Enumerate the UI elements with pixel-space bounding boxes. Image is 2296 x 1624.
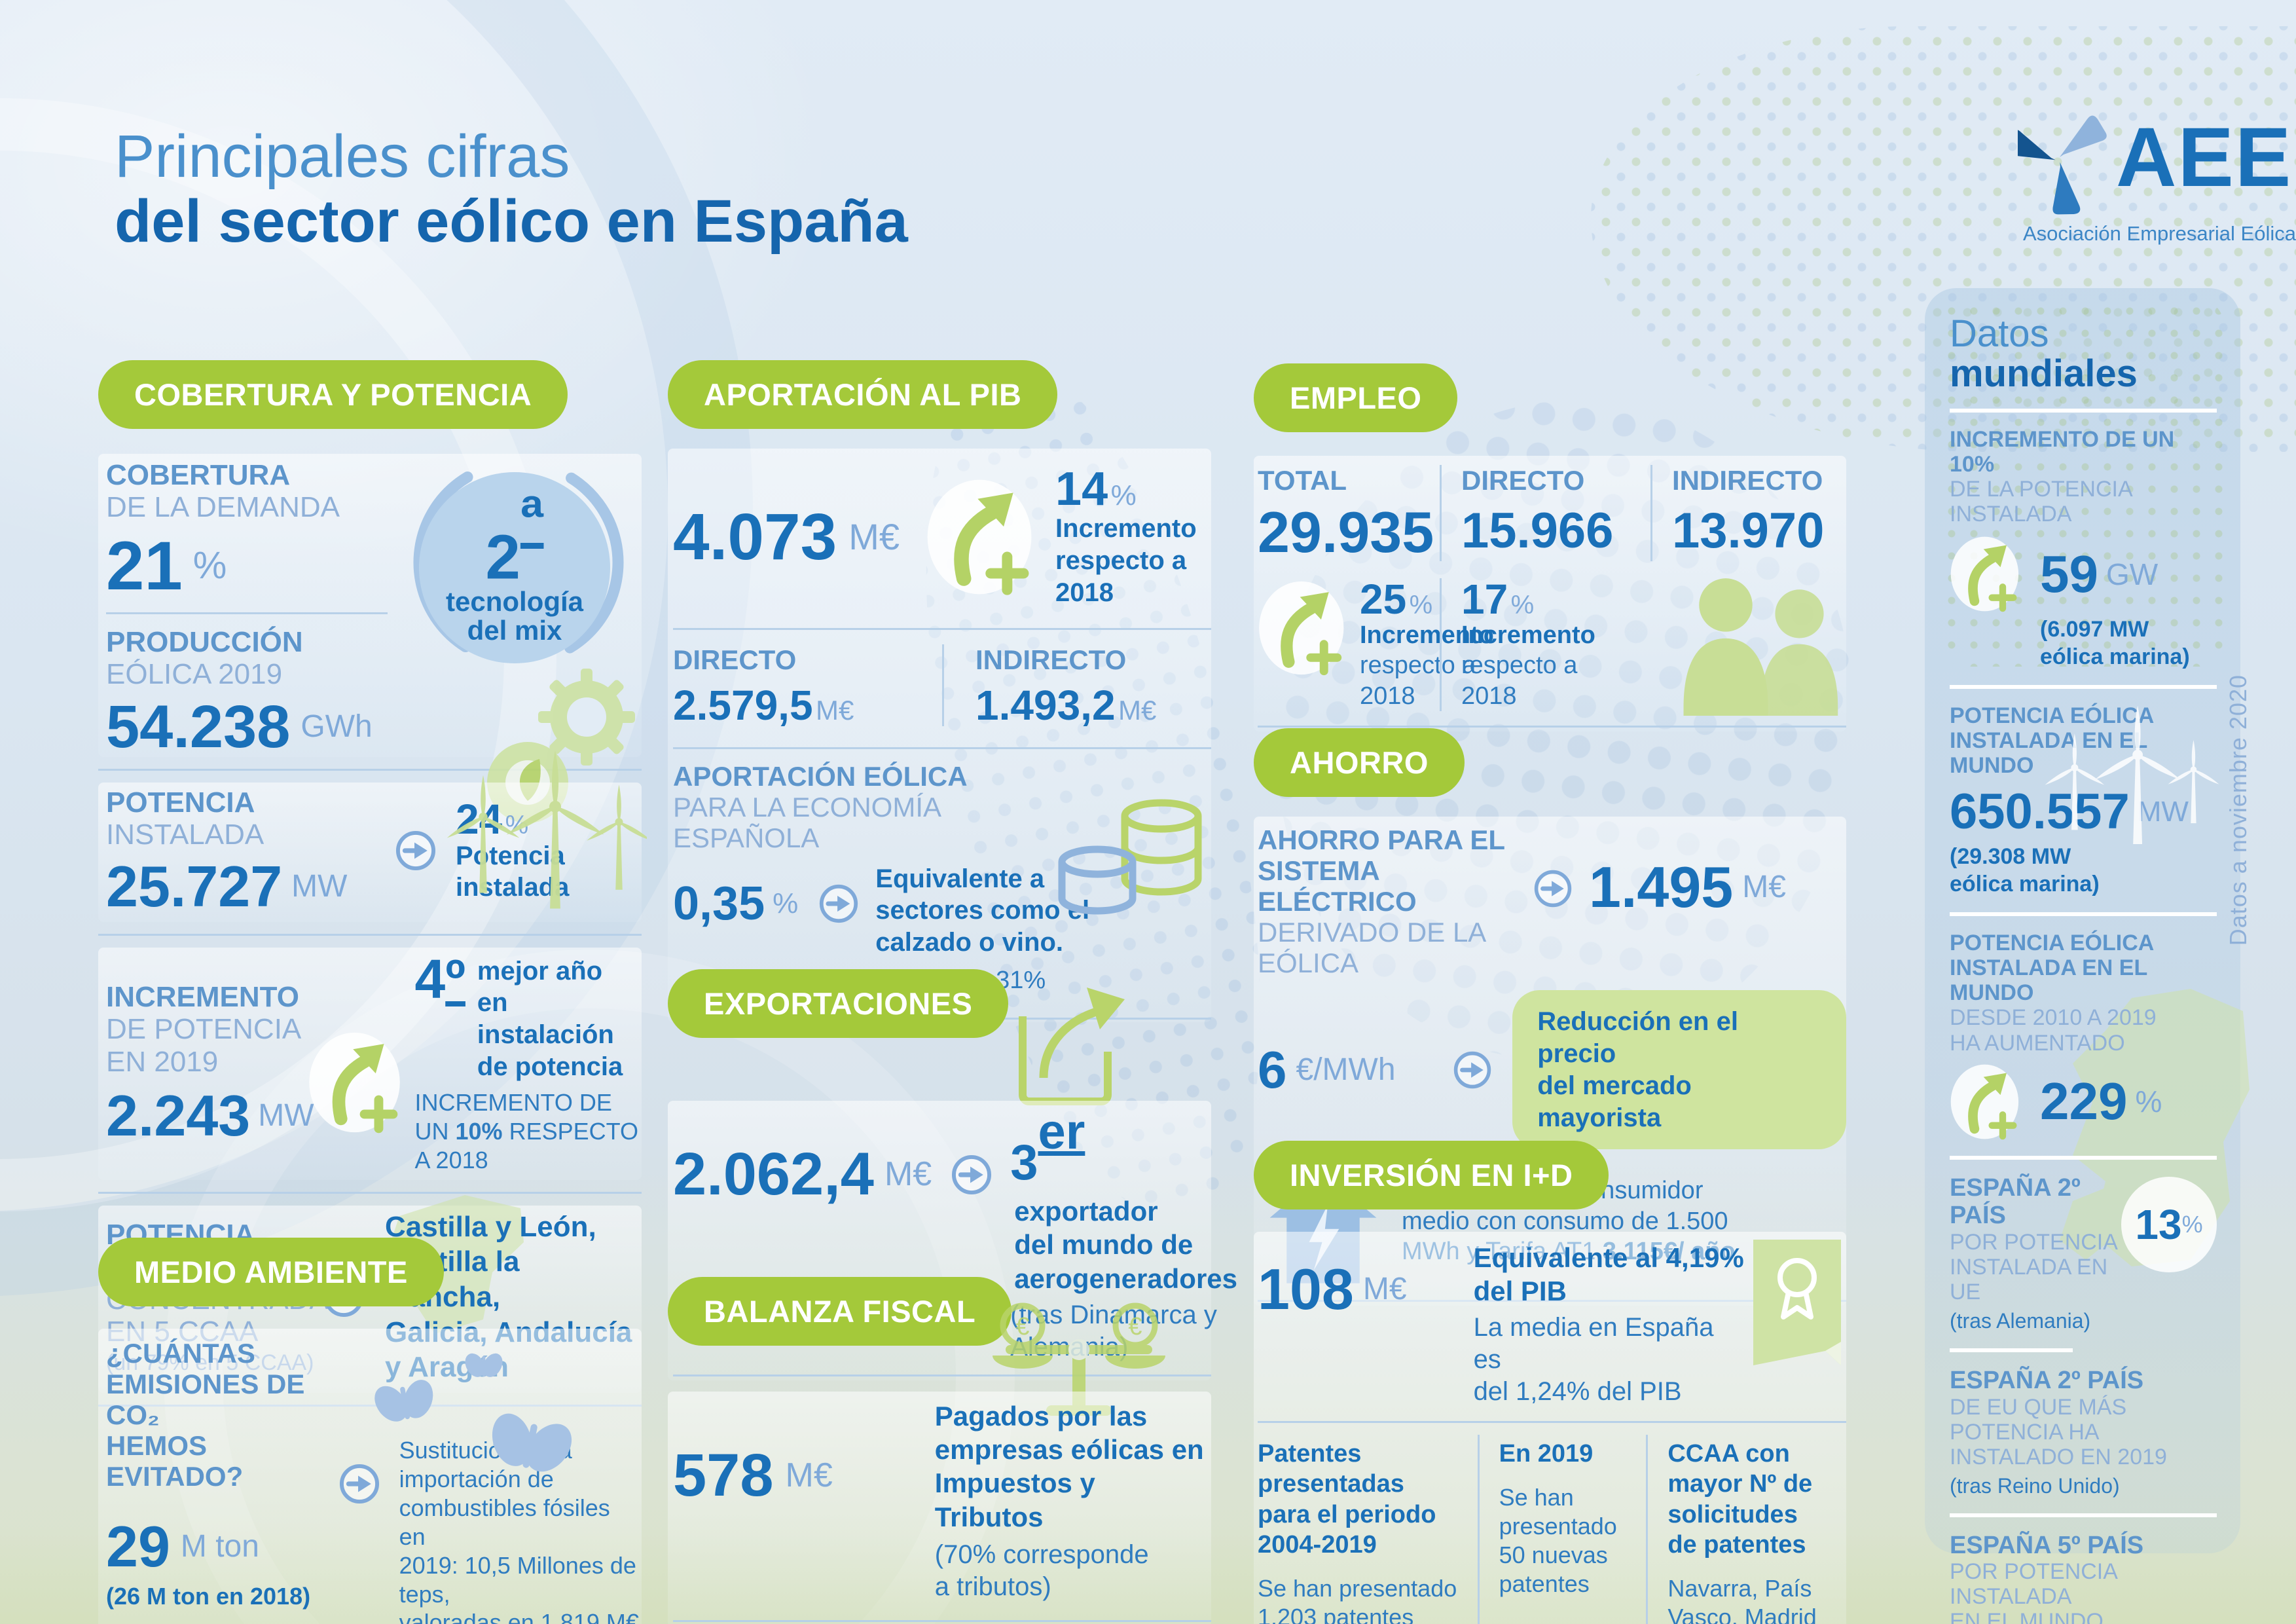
svg-text:€: € (1015, 1313, 1029, 1340)
growth-arrow-icon (1950, 1062, 2023, 1141)
stat-co2-avoided: 29 M ton (106, 1514, 259, 1579)
section-header-medio-ambiente: MEDIO AMBIENTE (98, 1238, 444, 1306)
mayorista-highlight: Reducción en el precio del mercado mayor… (1512, 990, 1846, 1150)
section-header-pib: APORTACIÓN AL PIB (668, 360, 1058, 429)
rank-note: INCREMENTO DE UN 10% RESPECTO A 2018 (414, 1088, 638, 1173)
mundo-s2-label: POTENCIA EÓLICA INSTALADA EN EL MUNDO (1950, 703, 2155, 779)
export-box-icon (1019, 987, 1125, 1105)
patents-period-block: Patentes presentadas para el periodo 200… (1258, 1439, 1457, 1624)
growth-arrow-icon (308, 1029, 406, 1135)
cobertura-demanda-label: COBERTURA (106, 459, 291, 491)
ahorro-sistema-label: AHORRO PARA EL SISTEMA ELÉCTRICO (1258, 824, 1505, 917)
stat-empleo-directo: DIRECTO 15.966 (1440, 465, 1650, 562)
fossil-substitution-text: Sustitución de la importación de combust… (399, 1437, 639, 1624)
stat-mundo-aumento: 229 % (2040, 1072, 2162, 1131)
section-cobertura-y-potencia: COBERTURA Y POTENCIA 2ª tecnología del m… (98, 360, 647, 1418)
stat-incremento-potencia: 2.243 MW (106, 1082, 314, 1148)
aee-logo-subtitle: Asociación Empresarial Eólica (2023, 222, 2296, 245)
people-icon (1650, 578, 1846, 716)
section-header-inversion: INVERSIÓN EN I+D (1254, 1141, 1609, 1209)
stat-cobertura-demanda: 21 % (106, 527, 227, 604)
page-title-line1: Principales cifras (115, 123, 570, 190)
stat-empleo-directo-pct: 17 % Incremento respecto a 2018 (1440, 578, 1650, 712)
arrow-circle-icon (394, 829, 437, 872)
aee-pinwheel-icon (2018, 115, 2107, 215)
stat-empleo-total-pct: 25 % (1360, 576, 1433, 623)
section-header-empleo: EMPLEO (1254, 363, 1458, 432)
stat-pib-pct: 14 % (1055, 463, 1137, 515)
stat-mundo-incremento: 59 GW (2040, 544, 2159, 603)
aee-logo-text: AEE (2116, 110, 2293, 204)
section-empleo: EMPLEO TOTAL 29.935 DIRECTO 15.966 INDIR… (1254, 363, 1846, 732)
mundo-title-line1: Datos (1950, 312, 2049, 355)
arrow-circle-icon (338, 1462, 381, 1505)
section-header-cobertura: COBERTURA Y POTENCIA (98, 360, 568, 429)
section-header-balanza: BALANZA FISCAL (668, 1277, 1012, 1346)
stat-produccion-eolica: 54.238 GWh (106, 693, 373, 761)
co2-question: ¿CUÁNTAS EMISIONES DE CO₂ HEMOS EVITADO? (106, 1338, 305, 1492)
mundo-s1-label: INCREMENTO DE UN 10% (1950, 426, 2175, 477)
stat-ahorro-sistema: 1.495 M€ (1589, 854, 1786, 919)
stat-mundo-potencia: 650.557 MW (1950, 784, 2189, 840)
mundo-s5-label: ESPAÑA 2º PAÍS (1950, 1366, 2144, 1394)
svg-text:€: € (1128, 1313, 1142, 1340)
patents-2019-block: En 2019 Se han presentado 50 nuevas pate… (1477, 1434, 1647, 1624)
mix-rank: 2 (485, 522, 520, 593)
mundo-s4-label: ESPAÑA 2º PAÍS (1950, 1173, 2081, 1230)
stat-pib-total: 4.073 M€ (673, 500, 900, 574)
stat-potencia-pct: 24 % (456, 795, 529, 843)
arrow-circle-icon (1533, 868, 1573, 909)
stat-pib-indirecto: INDIRECTO 1.493,2 M€ (942, 644, 1211, 727)
mundo-s6-label: ESPAÑA 5º PAÍS (1950, 1531, 2144, 1559)
stat-empleo-total: TOTAL 29.935 (1258, 465, 1434, 565)
arrow-circle-icon (1452, 1050, 1493, 1090)
stat-balanza: 578 M€ (673, 1442, 833, 1509)
section-aportacion-al-pib: APORTACIÓN AL PIB 4.073 M€ 14 % Incremen… (668, 360, 1211, 1023)
stat-pib-directo: DIRECTO 2.579,5 M€ (673, 644, 854, 729)
stat-ahorro-mwh: 6 €/MWh (1258, 1040, 1396, 1099)
economia-label: APORTACIÓN EÓLICA (673, 761, 968, 792)
section-ahorro: AHORRO AHORRO PARA EL SISTEMA ELÉCTRICO … (1254, 728, 1846, 1306)
page-title: Principales cifras del sector eólico en … (115, 124, 908, 255)
potencia-instalada-label: POTENCIA (106, 786, 255, 819)
section-header-exportaciones: EXPORTACIONES (668, 969, 1009, 1038)
produccion-label: PRODUCCIÓN (106, 625, 303, 658)
award-certificate-icon (1753, 1240, 1841, 1365)
incremento-potencia-label: INCREMENTO (106, 981, 299, 1014)
section-medio-ambiente: MEDIO AMBIENTE ¿CUÁNTAS EMISIONES DE CO₂… (98, 1238, 642, 1624)
side-note-date: Datos a noviembre 2020 (2225, 674, 2251, 946)
mix-label: tecnología del mix (445, 585, 584, 646)
mundo-title-line2: mundiales (1950, 352, 2138, 395)
growth-arrow-icon (1950, 534, 2023, 614)
panel-datos-mundiales: Datos mundiales INCREMENTO DE UN 10% DE … (1925, 288, 2250, 1624)
section-balanza-fiscal: € € BALANZA FISCAL 578 M€ Pagados por la… (668, 1277, 1211, 1624)
stat-empleo-indirecto: INDIRECTO 13.970 (1650, 465, 1846, 562)
stat-potencia-instalada: 25.727 MW (106, 853, 348, 919)
mix-technology-badge: 2ª tecnología del mix (419, 472, 610, 663)
arrow-circle-icon (818, 883, 860, 925)
stat-economia-pct: 0,35 % (673, 877, 799, 930)
rank-best-year: 4 (414, 948, 446, 1010)
arrow-circle-icon (950, 1153, 993, 1196)
stat-inversion: 108 M€ (1258, 1257, 1407, 1321)
section-header-ahorro: AHORRO (1254, 728, 1465, 797)
mundo-s3-label: POTENCIA EÓLICA INSTALADA EN EL MUNDO (1950, 931, 2155, 1006)
page-title-line2: del sector eólico en España (115, 188, 908, 255)
growth-arrow-icon (1258, 578, 1349, 678)
growth-arrow-icon (926, 476, 1038, 598)
stat-espana-ue-pct: 13 % (2121, 1176, 2217, 1272)
section-inversion-id: INVERSIÓN EN I+D 108 M€ Equivalente al 4… (1254, 1141, 1846, 1624)
aee-logo: AEE Asociación Empresarial Eólica (2018, 97, 2296, 246)
export-rank: 3 (1010, 1135, 1038, 1191)
patents-ccaa-block: CCAA con mayor Nº de solicitudes de pate… (1646, 1434, 1846, 1624)
stat-exportaciones: 2.062,4 M€ (673, 1141, 932, 1208)
